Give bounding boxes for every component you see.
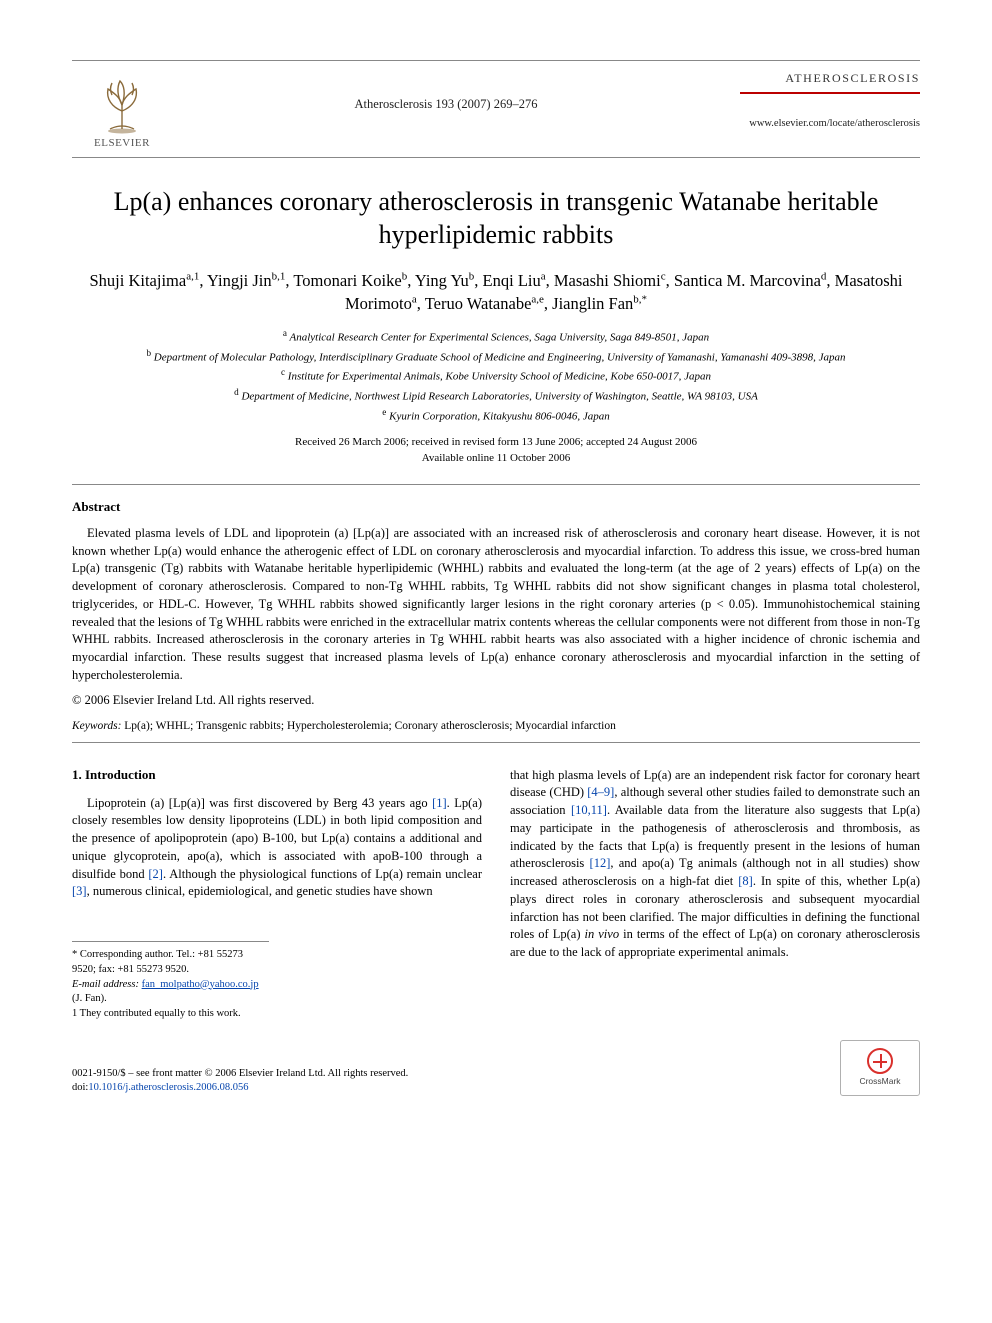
doi-label: doi: <box>72 1082 88 1093</box>
abstract-text: Elevated plasma levels of LDL and lipopr… <box>72 525 920 685</box>
journal-reference: Atherosclerosis 193 (2007) 269–276 <box>172 97 720 112</box>
author-email[interactable]: fan_molpatho@yahoo.co.jp <box>142 979 259 990</box>
publisher-logo: ELSEVIER <box>72 71 172 149</box>
crossmark-badge[interactable]: CrossMark <box>840 1040 920 1096</box>
email-line: E-mail address: fan_molpatho@yahoo.co.jp… <box>72 978 269 1007</box>
keywords: Keywords: Lp(a); WHHL; Transgenic rabbit… <box>72 720 920 732</box>
rule-below-keywords <box>72 742 920 743</box>
left-column: 1. Introduction Lipoprotein (a) [Lp(a)] … <box>72 767 482 1022</box>
header-center: Atherosclerosis 193 (2007) 269–276 <box>172 71 720 112</box>
doi-value[interactable]: 10.1016/j.atherosclerosis.2006.08.056 <box>88 1082 248 1093</box>
publisher-name: ELSEVIER <box>94 137 150 149</box>
copyright-line: © 2006 Elsevier Ireland Ltd. All rights … <box>72 693 920 708</box>
footer-left: 0021-9150/$ – see front matter © 2006 El… <box>72 1067 408 1095</box>
crossmark-icon <box>867 1048 893 1074</box>
footnotes: * Corresponding author. Tel.: +81 55273 … <box>72 941 269 1021</box>
abstract-heading: Abstract <box>72 499 920 515</box>
page-footer: 0021-9150/$ – see front matter © 2006 El… <box>72 1040 920 1096</box>
brand-rule <box>740 92 920 94</box>
doi-line: doi:10.1016/j.atherosclerosis.2006.08.05… <box>72 1081 408 1095</box>
dates-received: Received 26 March 2006; received in revi… <box>72 435 920 450</box>
journal-brand: ATHEROSCLEROSIS <box>785 71 920 86</box>
keywords-text: Lp(a); WHHL; Transgenic rabbits; Hyperch… <box>121 720 615 732</box>
email-label: E-mail address: <box>72 979 139 990</box>
section-1-heading: 1. Introduction <box>72 767 482 783</box>
body-columns: 1. Introduction Lipoprotein (a) [Lp(a)] … <box>72 767 920 1022</box>
intro-paragraph-right: that high plasma levels of Lp(a) are an … <box>510 767 920 962</box>
journal-header: ELSEVIER Atherosclerosis 193 (2007) 269–… <box>72 60 920 158</box>
issn-line: 0021-9150/$ – see front matter © 2006 El… <box>72 1067 408 1081</box>
article-title: Lp(a) enhances coronary atherosclerosis … <box>72 186 920 251</box>
author-list: Shuji Kitajimaa,1, Yingji Jinb,1, Tomona… <box>72 269 920 315</box>
journal-url[interactable]: www.elsevier.com/locate/atherosclerosis <box>749 118 920 129</box>
rule-above-abstract <box>72 484 920 485</box>
right-column: that high plasma levels of Lp(a) are an … <box>510 767 920 1022</box>
email-tail: (J. Fan). <box>72 993 107 1004</box>
crossmark-label: CrossMark <box>859 1076 900 1087</box>
equal-contribution: 1 They contributed equally to this work. <box>72 1007 269 1022</box>
elsevier-tree-icon <box>90 71 154 135</box>
corresponding-author: * Corresponding author. Tel.: +81 55273 … <box>72 948 269 977</box>
dates-online: Available online 11 October 2006 <box>72 451 920 466</box>
header-right: ATHEROSCLEROSIS www.elsevier.com/locate/… <box>720 71 920 129</box>
article-dates: Received 26 March 2006; received in revi… <box>72 435 920 466</box>
intro-paragraph-left: Lipoprotein (a) [Lp(a)] was first discov… <box>72 795 482 902</box>
affiliations: a Analytical Research Center for Experim… <box>72 327 920 425</box>
keywords-label: Keywords: <box>72 720 121 732</box>
